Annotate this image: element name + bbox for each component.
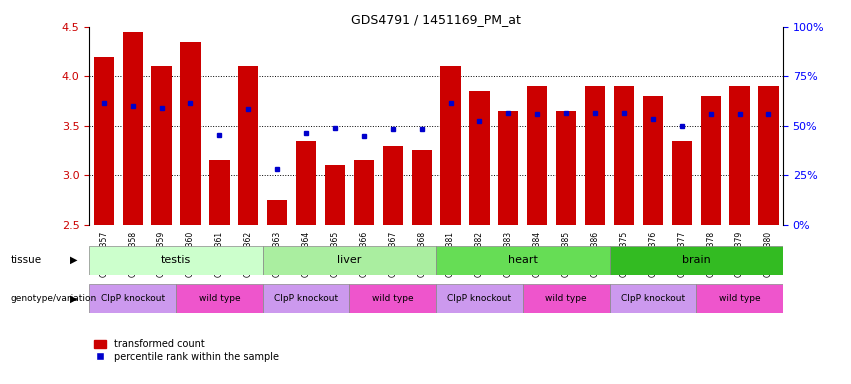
Bar xyxy=(123,32,143,225)
Bar xyxy=(412,151,431,225)
Bar xyxy=(609,284,696,313)
Text: ▶: ▶ xyxy=(70,294,77,304)
Text: wild type: wild type xyxy=(545,294,587,303)
Text: wild type: wild type xyxy=(719,294,761,303)
Bar xyxy=(758,86,779,225)
Bar xyxy=(585,86,605,225)
Text: testis: testis xyxy=(161,255,191,265)
Bar xyxy=(325,166,346,225)
Bar xyxy=(94,56,114,225)
Bar xyxy=(263,246,436,275)
Bar xyxy=(436,246,609,275)
Bar xyxy=(176,284,263,313)
Bar xyxy=(671,141,692,225)
Text: ClpP knockout: ClpP knockout xyxy=(448,294,511,303)
Bar xyxy=(350,284,436,313)
Bar xyxy=(89,284,176,313)
Text: ClpP knockout: ClpP knockout xyxy=(621,294,685,303)
Bar xyxy=(696,284,783,313)
Text: brain: brain xyxy=(682,255,711,265)
Bar xyxy=(700,96,721,225)
Text: ClpP knockout: ClpP knockout xyxy=(274,294,338,303)
Text: ▶: ▶ xyxy=(70,255,77,265)
Bar xyxy=(614,86,634,225)
Bar xyxy=(383,146,403,225)
Bar xyxy=(263,284,350,313)
Bar xyxy=(499,111,518,225)
Bar xyxy=(209,161,230,225)
Bar xyxy=(354,161,374,225)
Bar xyxy=(729,86,750,225)
Text: heart: heart xyxy=(508,255,538,265)
Text: ClpP knockout: ClpP knockout xyxy=(100,294,165,303)
Bar xyxy=(441,66,460,225)
Text: tissue: tissue xyxy=(10,255,42,265)
Text: wild type: wild type xyxy=(372,294,414,303)
Title: GDS4791 / 1451169_PM_at: GDS4791 / 1451169_PM_at xyxy=(351,13,521,26)
Bar xyxy=(151,66,172,225)
Bar xyxy=(89,246,263,275)
Legend: transformed count, percentile rank within the sample: transformed count, percentile rank withi… xyxy=(94,339,278,362)
Bar xyxy=(609,246,783,275)
Text: liver: liver xyxy=(337,255,362,265)
Bar xyxy=(643,96,663,225)
Bar xyxy=(180,42,201,225)
Text: wild type: wild type xyxy=(198,294,240,303)
Bar xyxy=(470,91,489,225)
Bar xyxy=(527,86,547,225)
Bar xyxy=(296,141,317,225)
Bar xyxy=(267,200,288,225)
Bar xyxy=(523,284,609,313)
Bar xyxy=(238,66,259,225)
Text: genotype/variation: genotype/variation xyxy=(10,294,96,303)
Bar xyxy=(436,284,523,313)
Bar xyxy=(556,111,576,225)
